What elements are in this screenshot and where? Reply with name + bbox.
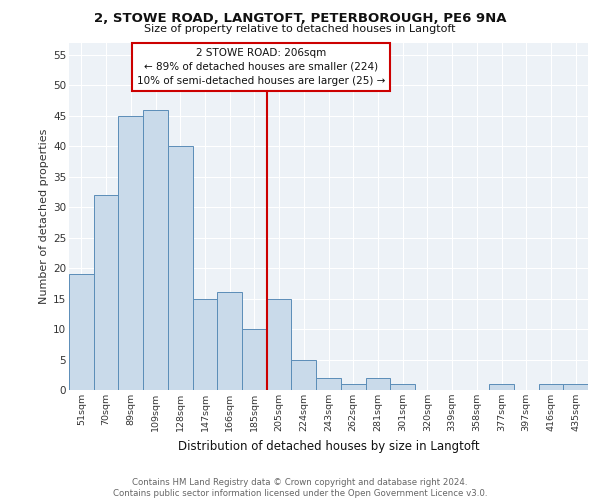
Bar (217, 292, 242, 390)
Bar (267, 298, 292, 390)
Bar (193, 298, 217, 390)
Text: 2, STOWE ROAD, LANGTOFT, PETERBOROUGH, PE6 9NA: 2, STOWE ROAD, LANGTOFT, PETERBOROUGH, P… (94, 12, 506, 26)
Bar (242, 329, 267, 390)
Bar (365, 378, 390, 390)
Bar (539, 384, 563, 390)
X-axis label: Distribution of detached houses by size in Langtoft: Distribution of detached houses by size … (178, 440, 479, 452)
Bar (143, 110, 168, 390)
Y-axis label: Number of detached properties: Number of detached properties (39, 128, 49, 304)
Bar (489, 384, 514, 390)
Text: 2 STOWE ROAD: 206sqm
← 89% of detached houses are smaller (224)
10% of semi-deta: 2 STOWE ROAD: 206sqm ← 89% of detached h… (137, 48, 385, 86)
Bar (390, 384, 415, 390)
Bar (563, 384, 588, 390)
Bar (118, 116, 143, 390)
Bar (341, 384, 365, 390)
Bar (69, 274, 94, 390)
Bar (94, 195, 118, 390)
Text: Contains HM Land Registry data © Crown copyright and database right 2024.
Contai: Contains HM Land Registry data © Crown c… (113, 478, 487, 498)
Bar (168, 146, 193, 390)
Bar (316, 378, 341, 390)
Text: Size of property relative to detached houses in Langtoft: Size of property relative to detached ho… (144, 24, 456, 34)
Bar (292, 360, 316, 390)
